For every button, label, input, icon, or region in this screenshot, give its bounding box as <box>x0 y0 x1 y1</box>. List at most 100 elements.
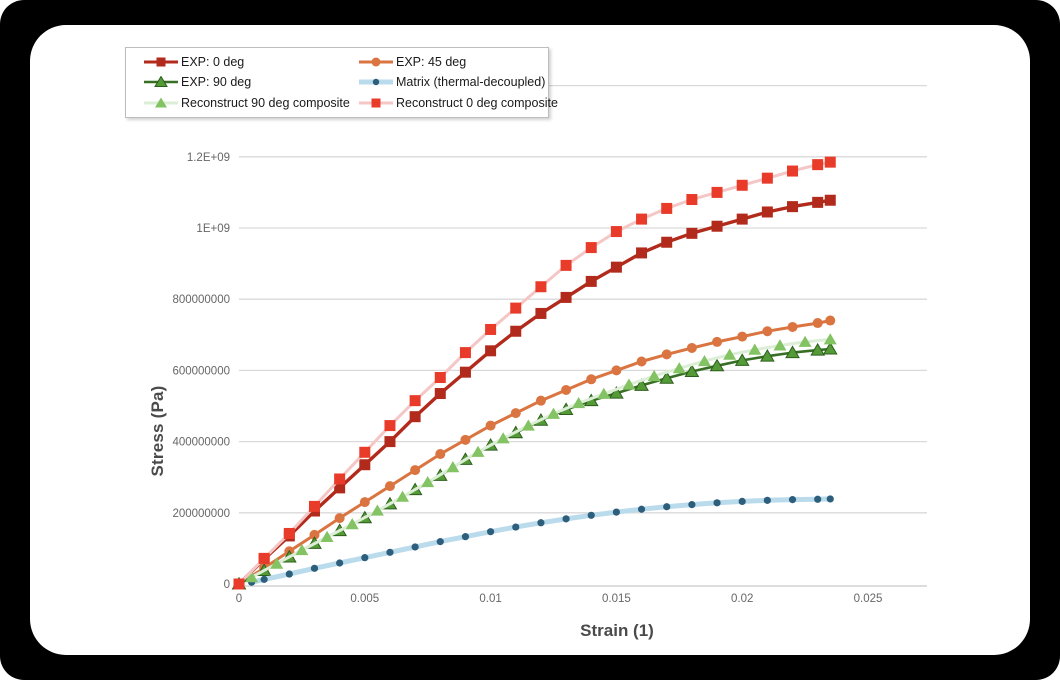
y-tick-label: 600000000 <box>172 365 230 377</box>
legend-item-matrix[interactable]: Matrix (thermal-decoupled) <box>359 72 558 92</box>
data-point-square <box>535 281 547 293</box>
data-point-square <box>686 194 698 206</box>
exp-0-deg-marker-icon <box>144 57 178 67</box>
data-point-triangle <box>647 369 661 382</box>
data-point-square <box>787 165 799 177</box>
data-point-circle <box>586 374 597 385</box>
data-point-triangle <box>810 342 826 356</box>
data-point-circle <box>686 342 697 353</box>
data-point-circle <box>825 315 836 326</box>
data-point-dot <box>763 496 771 504</box>
data-point-triangle <box>521 419 535 431</box>
y-axis-title: Stress (Pa) <box>148 385 167 477</box>
data-point-dot <box>336 559 344 567</box>
data-point-square <box>661 236 673 248</box>
data-point-triangle <box>370 504 384 516</box>
data-point-triangle <box>446 461 460 473</box>
data-point-square <box>535 307 547 319</box>
data-point-square <box>711 220 723 232</box>
data-point-triangle <box>773 339 787 351</box>
data-point-square <box>258 552 270 564</box>
legend-label: EXP: 0 deg <box>181 55 245 70</box>
data-point-dot <box>537 519 545 527</box>
data-point-square <box>736 213 748 225</box>
legend-item-reconstruct-90-deg[interactable]: Reconstruct 90 deg composite <box>144 93 359 113</box>
reconstruct-0-deg-marker-icon <box>359 98 393 108</box>
data-point-circle <box>762 326 773 337</box>
data-point-triangle <box>785 345 800 359</box>
data-point-circle <box>334 513 345 524</box>
data-point-triangle <box>748 343 762 355</box>
data-point-dot <box>285 570 293 578</box>
data-point-triangle <box>471 445 485 457</box>
data-point-dot <box>814 495 822 503</box>
legend-item-exp-0-deg[interactable]: EXP: 0 deg <box>144 52 359 72</box>
data-point-triangle <box>723 348 737 360</box>
data-point-square <box>736 179 748 191</box>
data-point-square <box>283 527 295 539</box>
data-point-square <box>761 172 773 184</box>
data-point-square <box>359 446 371 458</box>
data-point-triangle <box>709 358 725 372</box>
data-point-square <box>812 196 824 208</box>
exp-45-deg-marker-icon <box>359 57 393 67</box>
data-point-triangle <box>547 407 560 419</box>
data-point-circle <box>636 356 647 367</box>
data-point-triangle <box>421 475 435 488</box>
data-point-triangle <box>295 543 309 556</box>
data-point-triangle <box>572 396 586 409</box>
exp-90-deg-marker-icon <box>144 76 178 88</box>
legend-item-exp-45-deg[interactable]: EXP: 45 deg <box>359 52 558 72</box>
data-point-circle <box>535 395 546 406</box>
data-point-triangle <box>672 362 686 374</box>
legend-label: EXP: 45 deg <box>396 55 467 70</box>
legend-item-exp-90-deg[interactable]: EXP: 90 deg <box>144 72 359 92</box>
data-point-dot <box>512 523 520 531</box>
data-point-circle <box>485 420 496 431</box>
data-point-triangle <box>597 387 611 399</box>
data-point-dot <box>826 495 834 503</box>
data-point-circle <box>561 384 572 395</box>
data-point-square <box>585 242 597 254</box>
x-tick-label: 0.005 <box>350 593 379 605</box>
data-point-dot <box>436 538 444 546</box>
data-point-square <box>434 372 446 384</box>
legend-label: Matrix (thermal-decoupled) <box>396 75 546 90</box>
data-point-square <box>459 347 471 359</box>
data-point-square <box>585 275 597 287</box>
legend-item-reconstruct-0-deg[interactable]: Reconstruct 0 deg composite <box>359 93 558 113</box>
data-point-triangle <box>320 530 334 543</box>
data-point-triangle <box>759 348 775 362</box>
x-tick-label: 0 <box>236 593 242 605</box>
data-point-dot <box>738 497 746 506</box>
data-point-square <box>334 473 346 485</box>
data-point-square <box>409 411 421 423</box>
data-point-square <box>636 213 648 225</box>
series-line <box>250 337 832 579</box>
x-tick-label: 0.02 <box>731 593 753 605</box>
data-point-dot <box>562 515 570 523</box>
data-point-square <box>711 186 723 198</box>
data-point-square <box>610 226 622 238</box>
data-point-triangle <box>734 353 750 366</box>
data-point-triangle <box>697 354 711 367</box>
data-point-triangle <box>609 385 624 399</box>
data-point-square <box>560 291 572 303</box>
x-axis-title: Strain (1) <box>580 621 654 640</box>
data-point-square <box>824 194 836 206</box>
data-point-circle <box>712 336 723 347</box>
data-point-circle <box>661 349 672 360</box>
legend-label: Reconstruct 90 deg composite <box>181 95 350 110</box>
legend: EXP: 0 deg EXP: 45 deg EXP: 90 deg Matri… <box>125 47 558 118</box>
data-point-triangle <box>822 341 838 355</box>
data-point-square <box>384 436 396 448</box>
y-tick-label: 1E+09 <box>196 223 230 235</box>
data-point-circle <box>510 408 521 419</box>
data-point-dot <box>310 564 319 572</box>
data-point-dot <box>788 496 797 504</box>
data-point-square <box>409 395 421 407</box>
data-point-circle <box>410 465 421 476</box>
data-point-dot <box>461 533 470 541</box>
data-point-triangle <box>345 517 359 530</box>
